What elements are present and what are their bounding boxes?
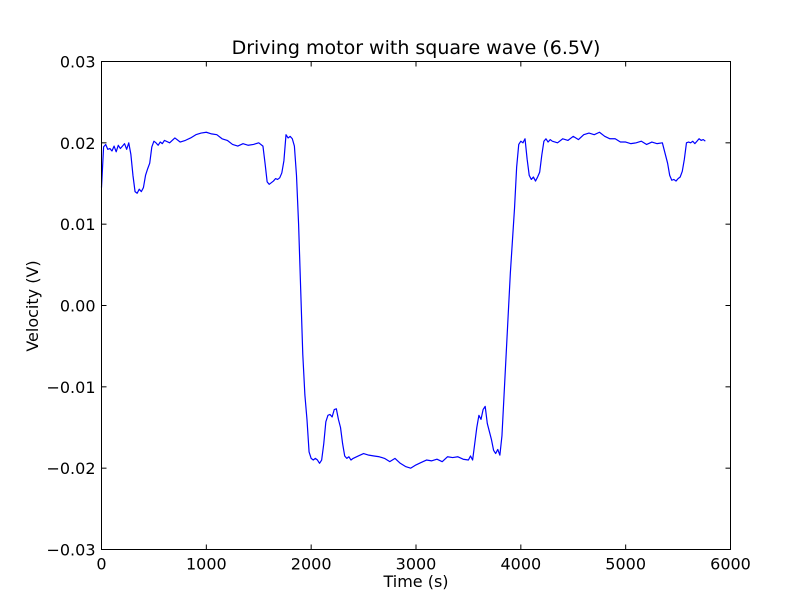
x-axis-label: Time (s): [382, 572, 448, 591]
y-tick-label: 0.03: [60, 53, 96, 72]
ticks-layer: 0 1000 2000 3000 4000 5000 6000 −0.03 −0.02 −0.01…: [46, 53, 750, 574]
y-tick-label: 0.01: [60, 215, 96, 234]
x-tick-label: 3000: [396, 555, 437, 574]
y-tick-label: 0.00: [60, 297, 96, 316]
y-axis-label: Velocity (V): [23, 260, 42, 351]
y-tick-label: −0.02: [46, 459, 95, 478]
x-tick-label: 2000: [291, 555, 332, 574]
x-tick-label: 6000: [710, 555, 751, 574]
y-tick-label: −0.03: [46, 541, 95, 560]
chart-title: Driving motor with square wave (6.5V): [232, 37, 601, 59]
x-tick-label: 1000: [186, 555, 227, 574]
y-tick-label: 0.02: [60, 134, 96, 153]
x-tick-label: 0: [96, 555, 106, 574]
y-tick-label: −0.01: [46, 378, 95, 397]
plot-area: [101, 61, 731, 550]
x-tick-label: 5000: [605, 555, 646, 574]
x-tick-label: 4000: [500, 555, 541, 574]
series-line-velocity: [100, 131, 706, 469]
series-layer: [100, 131, 706, 469]
